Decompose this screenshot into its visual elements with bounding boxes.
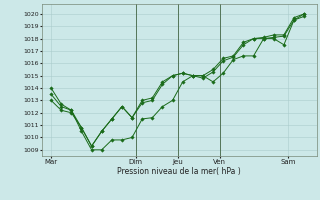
X-axis label: Pression niveau de la mer( hPa ): Pression niveau de la mer( hPa ) [117,167,241,176]
